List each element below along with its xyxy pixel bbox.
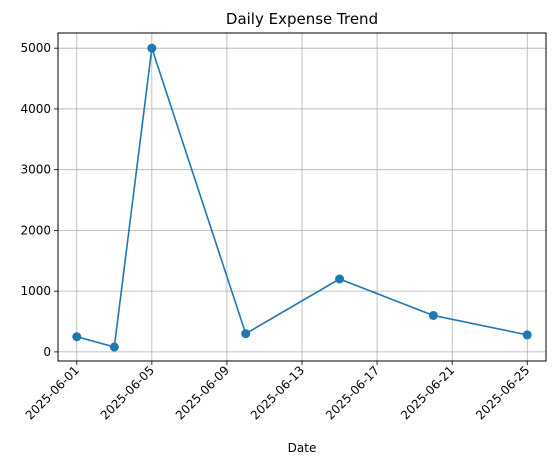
data-point xyxy=(147,43,157,53)
data-point xyxy=(428,310,438,320)
chart-title: Daily Expense Trend xyxy=(226,10,378,28)
y-tick-label: 2000 xyxy=(20,223,51,237)
data-point xyxy=(72,332,82,342)
y-tick-label: 0 xyxy=(43,345,51,359)
x-axis-label: Date xyxy=(288,441,317,455)
y-tick-label: 4000 xyxy=(20,102,51,116)
data-point xyxy=(109,342,119,352)
y-tick-label: 3000 xyxy=(20,163,51,177)
data-point xyxy=(522,330,532,340)
grid-layer xyxy=(58,33,546,361)
y-tick-label: 5000 xyxy=(20,41,51,55)
data-point xyxy=(335,274,345,284)
data-point xyxy=(241,329,251,339)
series-layer xyxy=(72,43,532,352)
y-tick-label: 1000 xyxy=(20,284,51,298)
y-tick-layer: 0 1000 2000 3000 4000 5000 xyxy=(20,41,58,359)
